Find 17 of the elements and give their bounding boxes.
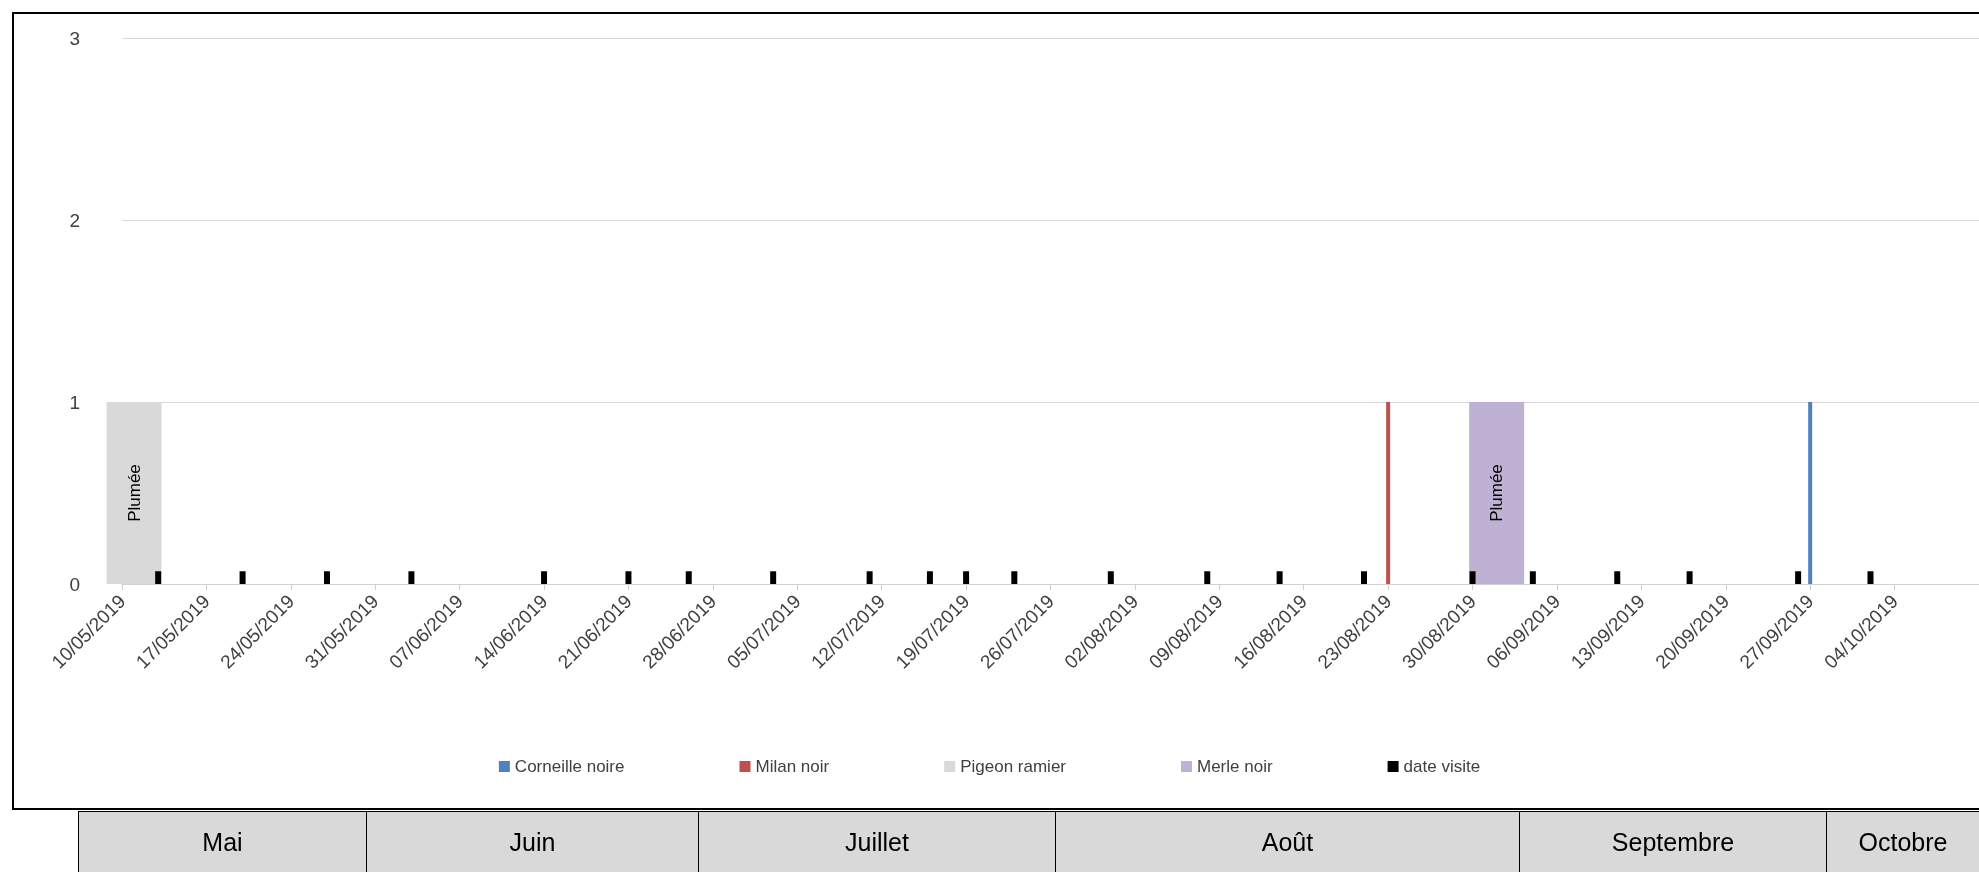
y-tick-label: 1 xyxy=(69,391,80,413)
legend-label: Corneille noire xyxy=(514,757,625,776)
text: Juillet xyxy=(845,827,909,857)
y-tick-label: 2 xyxy=(69,209,80,231)
text: Septembre xyxy=(1611,827,1735,857)
legend-label: date visite xyxy=(1403,757,1481,776)
text: Août xyxy=(1261,827,1314,857)
legend-label: Pigeon ramier xyxy=(960,757,1067,776)
data-label: Plumée xyxy=(1487,464,1507,522)
y-tick-label: 0 xyxy=(69,573,80,595)
legend-label: Milan noir xyxy=(755,757,830,776)
text: Mai xyxy=(202,827,243,857)
data-label: Plumée xyxy=(124,464,144,522)
y-tick-label: 3 xyxy=(69,27,80,49)
text: Juin xyxy=(509,827,556,857)
legend-label: Merle noir xyxy=(1197,757,1273,776)
text: Octobre xyxy=(1858,827,1948,857)
